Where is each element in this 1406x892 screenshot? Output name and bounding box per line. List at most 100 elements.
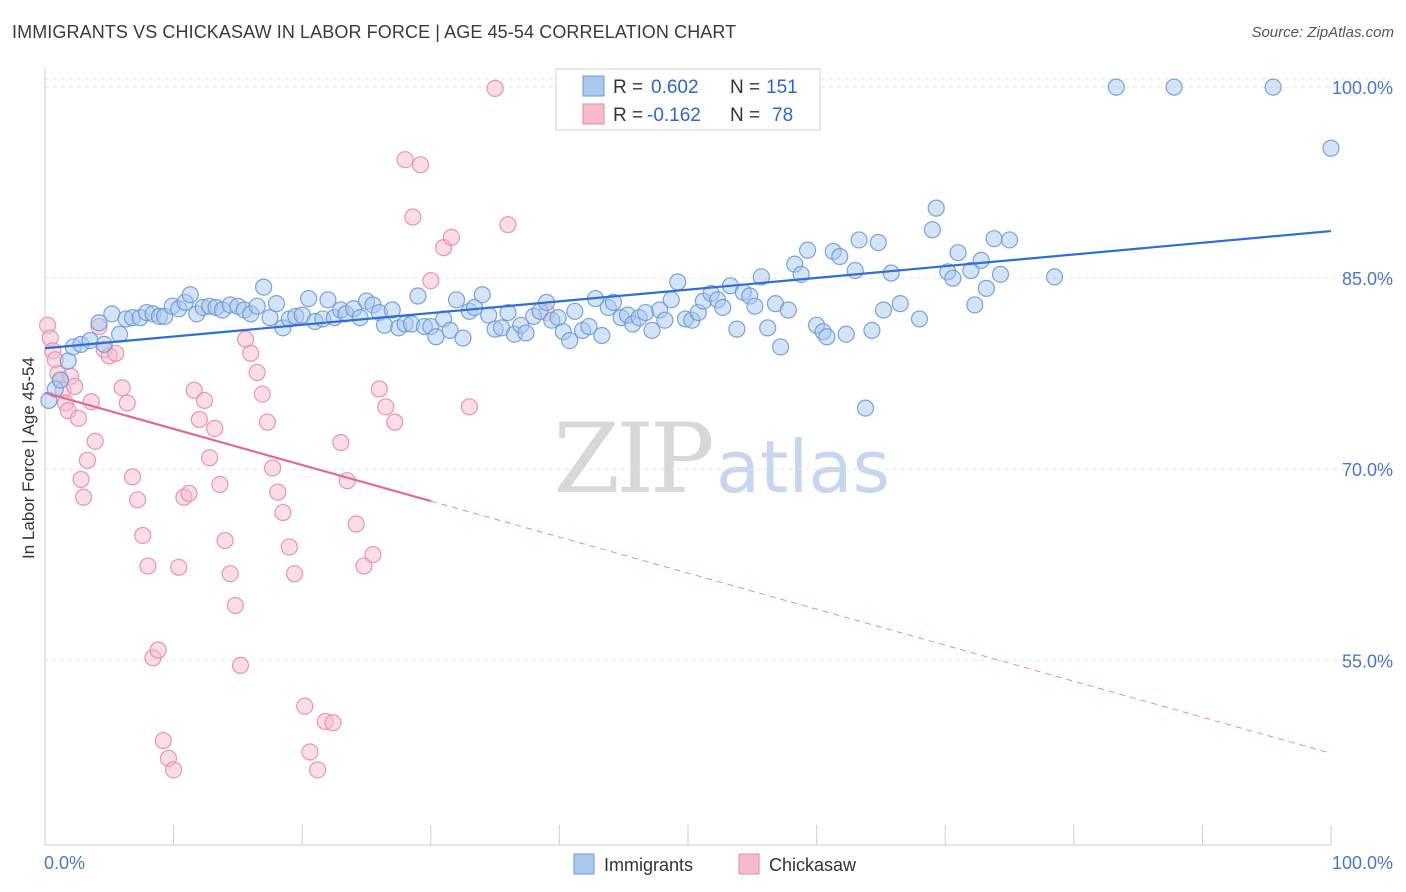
chickasaw-point	[242, 344, 260, 362]
immigrants-point	[1000, 231, 1019, 249]
immigrants-point	[454, 329, 472, 347]
chickasaw-point	[216, 531, 234, 550]
immigrants-point	[923, 221, 941, 239]
chickasaw-point	[309, 761, 327, 779]
immigrants-point	[604, 293, 623, 311]
immigrants-point	[779, 301, 797, 319]
chickasaw-point	[355, 557, 373, 575]
chickasaw-legend-label: Chickasaw	[769, 855, 857, 875]
immigrants-point	[1045, 268, 1064, 286]
x-ticks	[44, 825, 1332, 845]
legend-r-label-chickasaw: R =	[613, 105, 643, 126]
chickasaw-point	[170, 558, 188, 576]
immigrants-point	[863, 321, 881, 339]
chickasaw-point	[180, 484, 198, 503]
immigrants-point	[910, 310, 929, 328]
immigrants-point	[261, 309, 279, 327]
chickasaw-point	[149, 641, 167, 659]
chickasaw-point	[211, 475, 229, 494]
immigrants-point	[248, 297, 266, 315]
immigrants-point	[831, 247, 849, 266]
chickasaw-point	[296, 697, 314, 715]
watermark-atlas: atlas	[716, 425, 890, 509]
immigrants-point	[566, 302, 584, 320]
watermark: ZIP atlas	[553, 403, 890, 515]
chickasaw-point	[248, 363, 266, 382]
y-tick-label: 85.0%	[1342, 269, 1393, 289]
chickasaw-point	[370, 380, 388, 398]
x-tick-label-max: 100.0%	[1332, 853, 1393, 873]
chickasaw-point	[128, 491, 147, 509]
chickasaw-point	[74, 488, 93, 506]
immigrants-point	[850, 231, 868, 249]
immigrants-point	[985, 230, 1003, 248]
chickasaw-point	[69, 409, 88, 427]
source-credit: Source: ZipAtlas.com	[1251, 24, 1394, 41]
immigrants-point	[891, 295, 909, 313]
legend-n-value-chickasaw: 78	[772, 105, 793, 126]
y-tick-label: 100.0%	[1332, 78, 1393, 98]
immigrants-point	[375, 316, 394, 334]
chickasaw-point	[165, 761, 183, 779]
chickasaw-point	[185, 381, 203, 399]
chickasaw-point	[280, 538, 298, 556]
immigrants-point	[593, 326, 611, 345]
immigrants-point	[944, 269, 962, 287]
immigrants-point	[636, 303, 655, 322]
chickasaw-point	[226, 596, 244, 615]
chickasaw-point	[486, 79, 504, 97]
immigrants-point	[383, 301, 401, 319]
chickasaw-point	[78, 451, 97, 469]
immigrants-point	[267, 295, 286, 313]
immigrants-point	[882, 264, 900, 282]
immigrants-point	[561, 331, 579, 350]
immigrants-point	[669, 273, 687, 291]
immigrants-point	[90, 314, 108, 332]
immigrants-point	[728, 320, 746, 338]
chickasaw-point	[332, 433, 350, 452]
chickasaw-point	[396, 151, 414, 169]
immigrants-point	[656, 311, 674, 329]
immigrants-point	[517, 324, 535, 342]
chickasaw-point	[221, 565, 239, 583]
immigrants-point	[51, 371, 70, 389]
legend-r-value-immigrants: 0.602	[651, 77, 699, 98]
y-tick-labels: 55.0% 70.0% 85.0% 100.0%	[1332, 78, 1393, 671]
immigrants-point	[1264, 78, 1282, 96]
immigrants-point	[300, 289, 318, 308]
immigrants-point	[949, 244, 967, 262]
immigrants-point	[714, 298, 732, 317]
stats-legend: R = 0.602 N = 151 R = -0.162 N = 78	[555, 68, 821, 131]
chickasaw-point	[231, 656, 250, 674]
immigrants-point	[798, 241, 817, 259]
series-legend: Immigrants Chickasaw	[573, 853, 857, 875]
chickasaw-point	[154, 731, 172, 750]
chickasaw-point	[347, 515, 365, 533]
immigrants-point	[427, 328, 445, 346]
immigrants-point	[1322, 139, 1340, 157]
immigrants-point	[746, 297, 764, 315]
chickasaw-point	[324, 714, 342, 732]
chickasaw-point	[139, 557, 157, 575]
immigrants-point	[409, 287, 427, 305]
legend-r-label-immigrants: R =	[613, 77, 643, 98]
x-tick-label-min: 0.0%	[44, 853, 85, 873]
chickasaw-point	[386, 413, 404, 431]
chickasaw-point	[364, 545, 382, 564]
immigrants-point	[771, 338, 790, 356]
chickasaw-point	[195, 391, 214, 410]
immigrants-point	[966, 296, 984, 314]
chickasaw-point	[377, 398, 395, 416]
chickasaw-point	[206, 419, 224, 438]
immigrants-point	[846, 261, 864, 280]
immigrants-legend-swatch	[573, 853, 595, 875]
chickasaw-point	[274, 503, 292, 522]
chickasaw-point	[86, 432, 104, 450]
chickasaw-point	[190, 410, 208, 429]
immigrants-point	[818, 328, 836, 346]
watermark-zip: ZIP	[553, 403, 712, 515]
legend-n-value-immigrants: 151	[766, 77, 798, 98]
trend-lines	[44, 229, 1332, 754]
immigrants-point	[977, 279, 995, 297]
